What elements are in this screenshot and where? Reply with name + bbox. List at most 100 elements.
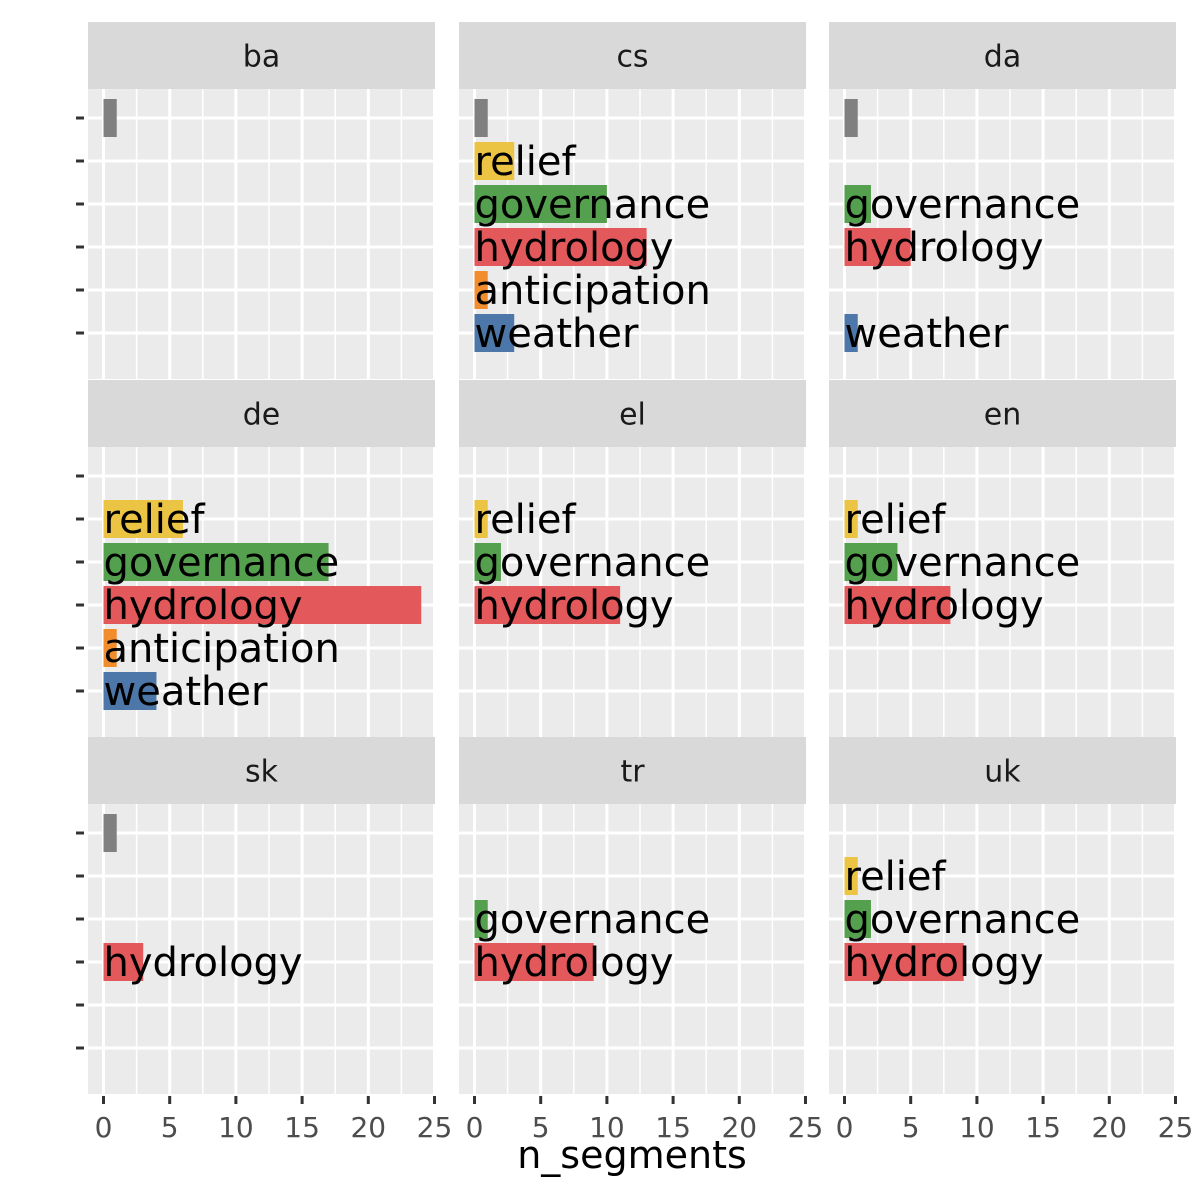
bar-da-weather	[844, 314, 858, 352]
facet-strip-label: da	[984, 40, 1021, 75]
facet-strip-label: en	[984, 398, 1021, 433]
bar-label: relief	[845, 854, 947, 900]
bar-label: anticipation	[475, 268, 711, 314]
bar-da-unlabeled	[844, 99, 858, 137]
facet-panel-ba: ba	[88, 22, 436, 379]
bar-label: governance	[845, 897, 1081, 943]
bar-de-relief	[103, 500, 183, 538]
bar-label: governance	[845, 540, 1081, 586]
bar-label: hydrology	[845, 940, 1044, 986]
bar-de-governance	[103, 543, 329, 581]
bar-cs-governance	[474, 185, 607, 223]
bar-de-weather	[103, 672, 157, 710]
bar-el-hydrology	[474, 586, 621, 624]
facet-strip	[88, 380, 435, 447]
facet-strip-label: cs	[616, 40, 648, 75]
bar-tr-hydrology	[474, 943, 594, 981]
x-tick-label: 15	[1025, 1111, 1061, 1144]
bar-uk-governance	[844, 900, 871, 938]
bar-de-anticipation	[103, 629, 117, 667]
x-tick-label: 15	[655, 1111, 691, 1144]
facet-strip-label: sk	[245, 755, 279, 790]
bar-el-relief	[474, 500, 488, 538]
bar-uk-relief	[844, 857, 858, 895]
bar-label: governance	[475, 540, 711, 586]
x-tick-label: 0	[95, 1111, 113, 1144]
x-tick-label: 20	[1091, 1111, 1127, 1144]
facet-strip	[459, 737, 806, 804]
facet-strip	[829, 22, 1176, 89]
bar-ba-unlabeled	[103, 99, 117, 137]
bar-de-hydrology	[103, 586, 422, 624]
facet-panel-de: de reliefgovernancehydrologyanticipationw…	[88, 380, 436, 737]
bar-uk-hydrology	[844, 943, 964, 981]
bar-label: hydrology	[475, 583, 674, 629]
x-tick-label: 5	[161, 1111, 179, 1144]
x-tick-label: 25	[1158, 1111, 1194, 1144]
axes: 0 5 10 15 20 25 0 5 10 15 20 25 0 5 10 15 20 25	[76, 116, 1194, 1144]
bar-label: weather	[475, 311, 639, 357]
bar-el-governance	[474, 543, 501, 581]
bar-label: hydrology	[475, 940, 674, 986]
bar-label: governance	[104, 540, 340, 586]
bar-label: hydrology	[845, 225, 1044, 271]
facet-panels: ba csreliefgovernancehydrologyanticipatio…	[88, 22, 1177, 1094]
bar-tr-governance	[474, 900, 488, 938]
facet-strip-label: de	[243, 398, 281, 433]
bar-cs-unlabeled	[474, 99, 488, 137]
bar-label: anticipation	[104, 626, 340, 672]
bar-label: hydrology	[475, 225, 674, 271]
bar-label: hydrology	[845, 583, 1044, 629]
bar-cs-relief	[474, 142, 515, 180]
x-tick-label: 25	[417, 1111, 453, 1144]
bar-label: relief	[104, 497, 206, 543]
bar-label: hydrology	[104, 940, 303, 986]
x-tick-label: 15	[284, 1111, 320, 1144]
bar-en-governance	[844, 543, 898, 581]
bar-label: governance	[845, 182, 1081, 228]
facet-strip-label: uk	[984, 755, 1021, 790]
bar-label: relief	[845, 497, 947, 543]
x-tick-label: 0	[836, 1111, 854, 1144]
bar-label: hydrology	[104, 583, 303, 629]
facet-strip	[829, 737, 1176, 804]
bar-label: governance	[475, 897, 711, 943]
bar-sk-hydrology	[103, 943, 144, 981]
panel-background	[88, 89, 435, 379]
facet-strip	[88, 22, 435, 89]
x-tick-label: 5	[902, 1111, 920, 1144]
bar-label: relief	[475, 139, 577, 185]
facet-strip	[829, 380, 1176, 447]
facet-strip-label: ba	[243, 40, 280, 75]
facet-panel-cs: cs reliefgovernancehydrologyanticipationw…	[459, 22, 807, 379]
facet-strip-label: el	[619, 398, 646, 433]
panel-background	[88, 804, 435, 1094]
bar-da-hydrology	[844, 228, 911, 266]
x-tick-label: 0	[466, 1111, 484, 1144]
x-axis-title: n_segments	[517, 1133, 747, 1177]
bar-label: weather	[845, 311, 1009, 357]
facet-strip-label: tr	[620, 755, 645, 790]
bar-en-relief	[844, 500, 858, 538]
bar-label: governance	[475, 182, 711, 228]
bar-cs-hydrology	[474, 228, 647, 266]
facet-strip	[459, 22, 806, 89]
x-tick-label: 20	[721, 1111, 757, 1144]
facet-strip	[459, 380, 806, 447]
bar-sk-unlabeled	[103, 814, 117, 852]
x-tick-label: 5	[532, 1111, 550, 1144]
x-tick-label: 10	[589, 1111, 625, 1144]
bar-da-governance	[844, 185, 871, 223]
bar-cs-anticipation	[474, 271, 488, 309]
bar-en-hydrology	[844, 586, 951, 624]
bar-label: relief	[475, 497, 577, 543]
bar-label: weather	[104, 669, 268, 715]
facet-strip	[88, 737, 435, 804]
x-tick-label: 20	[350, 1111, 386, 1144]
